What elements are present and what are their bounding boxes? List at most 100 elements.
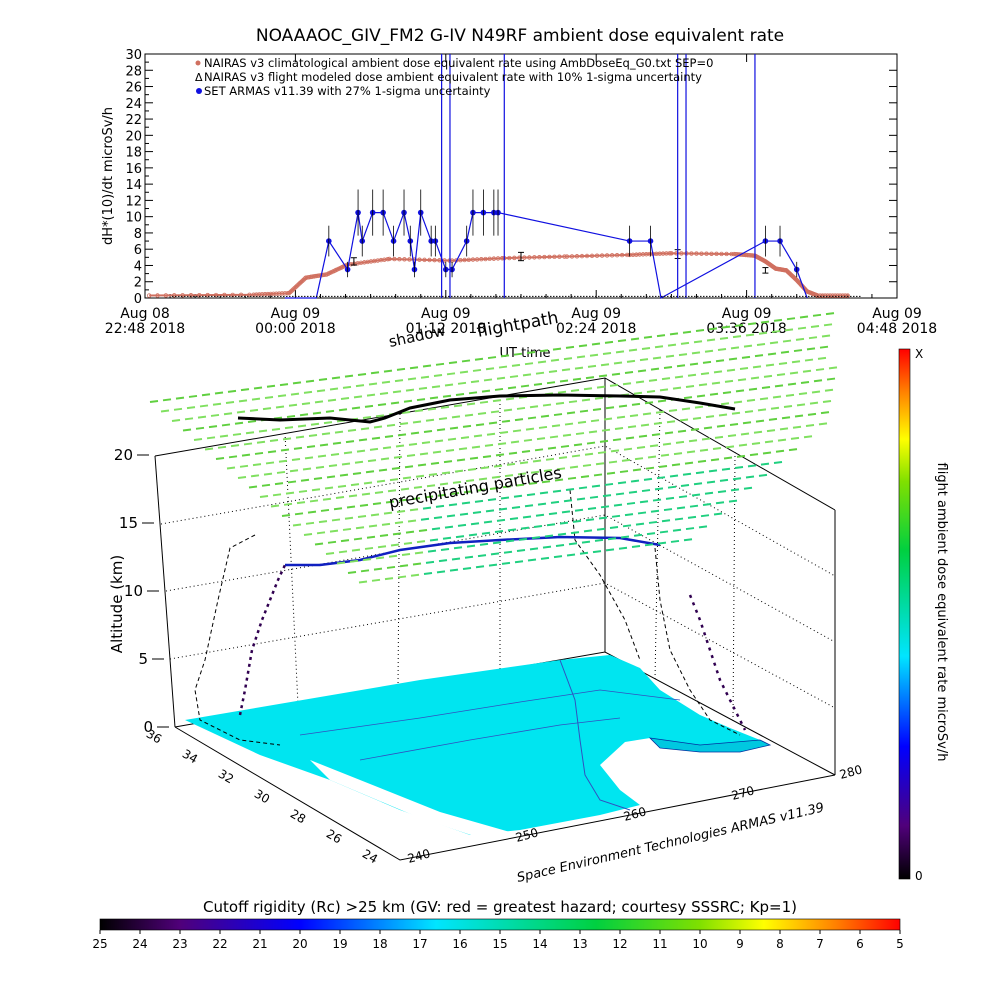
particle-arrow — [639, 500, 649, 504]
particle-arrow — [730, 488, 740, 492]
particle-arrow — [510, 440, 520, 444]
particle-arrow — [535, 513, 545, 517]
particle-arrow — [298, 489, 308, 493]
particle-arrow — [573, 443, 583, 447]
particle-arrow — [364, 546, 374, 550]
particle-arrow — [339, 473, 349, 477]
particle-arrow — [802, 369, 812, 373]
particle-arrow — [731, 411, 741, 415]
particle-arrow — [616, 415, 626, 419]
particle-arrow — [723, 456, 733, 460]
particle-arrow — [769, 341, 779, 345]
rigidity-tick-label: 18 — [372, 937, 387, 951]
particle-arrow — [395, 444, 405, 448]
particle-arrow — [703, 426, 713, 430]
particle-arrow — [488, 421, 498, 425]
particle-arrow — [559, 521, 569, 525]
particle-arrow — [539, 491, 549, 495]
particle-arrow — [765, 363, 775, 367]
particle-arrow — [569, 465, 579, 469]
particle-arrow — [212, 402, 222, 406]
particle-arrow — [511, 505, 521, 509]
particle-arrow — [277, 394, 287, 398]
y-tick-label: 6 — [134, 243, 142, 258]
particle-arrow — [206, 436, 216, 440]
particle-arrow — [555, 401, 565, 405]
particle-arrow — [454, 469, 464, 473]
particle-arrow — [426, 484, 436, 488]
particle-arrow — [301, 402, 311, 406]
series-point-nairas — [522, 255, 527, 260]
particle-arrow — [422, 364, 432, 368]
particle-arrow — [536, 437, 546, 441]
particle-arrow — [412, 420, 422, 424]
series-point-nairas — [832, 293, 838, 298]
particle-arrow — [351, 548, 361, 552]
particle-arrow — [269, 439, 279, 443]
series-point-nairas — [205, 292, 210, 298]
particle-arrow — [788, 448, 798, 452]
particle-arrow — [730, 346, 740, 350]
particle-arrow — [787, 382, 797, 386]
particle-arrow — [347, 428, 357, 432]
flightpath-projected — [237, 393, 736, 424]
particle-arrow — [513, 494, 523, 498]
particle-arrow — [360, 427, 370, 431]
particle-arrow — [458, 447, 468, 451]
particle-arrow — [552, 347, 562, 351]
particle-arrow — [466, 402, 476, 406]
rigidity-tick-label: 5 — [896, 937, 904, 951]
flight-3d-scene: shadow flightpath precipitating particle… — [108, 308, 864, 886]
particle-arrow — [249, 408, 259, 412]
particle-arrow — [652, 498, 662, 502]
particle-arrow — [505, 397, 515, 401]
particle-arrow — [745, 475, 755, 479]
particle-arrow — [404, 465, 414, 469]
particle-arrow — [453, 546, 463, 550]
rigidity-colorbar-gradient — [99, 918, 901, 931]
particle-arrow — [732, 477, 742, 481]
particle-arrow — [365, 470, 375, 474]
particle-arrow — [713, 370, 723, 374]
series-point-nairas — [827, 293, 833, 298]
particle-arrow — [592, 407, 602, 411]
particle-arrow — [336, 561, 346, 565]
particle-arrow — [653, 421, 663, 425]
particle-arrow — [315, 465, 325, 469]
particle-arrow — [584, 452, 594, 456]
particle-arrow — [173, 407, 183, 411]
particle-arrow — [586, 441, 596, 445]
particle-arrow — [299, 413, 309, 417]
series-point-nairas — [667, 251, 672, 256]
particle-arrow — [550, 500, 560, 504]
series-point-nairas — [527, 255, 532, 260]
particle-arrow — [378, 468, 388, 472]
particle-arrow — [821, 334, 831, 338]
particle-arrow — [580, 475, 590, 479]
particle-arrow — [377, 545, 387, 549]
particle-arrow — [457, 523, 467, 527]
particle-arrow — [540, 414, 550, 418]
particle-arrow — [766, 429, 776, 433]
rigidity-tick-label: 10 — [692, 937, 707, 951]
particle-arrow — [717, 490, 727, 494]
particle-arrow — [767, 352, 777, 356]
particle-arrow — [776, 373, 786, 377]
series-point-nairas — [699, 251, 704, 256]
particle-arrow — [498, 507, 508, 511]
particle-arrow — [247, 420, 257, 424]
particle-arrow — [468, 391, 478, 395]
y-tick-label: 14 — [125, 178, 142, 193]
particle-arrow — [669, 474, 679, 478]
particle-arrow — [726, 368, 736, 372]
particle-arrow — [691, 493, 701, 497]
particle-arrow — [456, 458, 466, 462]
flight-path-climb — [238, 564, 287, 716]
particle-arrow — [248, 485, 258, 489]
particle-arrow — [197, 415, 207, 419]
series-point-nairas — [402, 257, 407, 262]
particle-arrow — [335, 496, 345, 500]
particle-arrow — [459, 512, 469, 516]
particle-arrow — [685, 527, 695, 531]
